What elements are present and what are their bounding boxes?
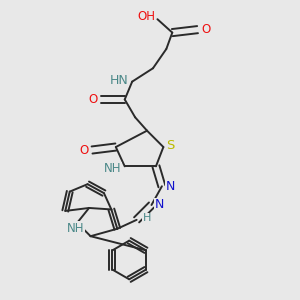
Text: O: O xyxy=(89,93,98,106)
Text: NH: NH xyxy=(67,222,84,235)
Text: O: O xyxy=(80,143,89,157)
Text: N: N xyxy=(155,199,164,212)
Text: N: N xyxy=(166,180,175,193)
Text: NH: NH xyxy=(104,162,122,175)
Text: OH: OH xyxy=(137,10,155,23)
Text: HN: HN xyxy=(110,74,129,87)
Text: S: S xyxy=(166,139,174,152)
Text: H: H xyxy=(143,213,152,224)
Text: O: O xyxy=(201,23,210,36)
